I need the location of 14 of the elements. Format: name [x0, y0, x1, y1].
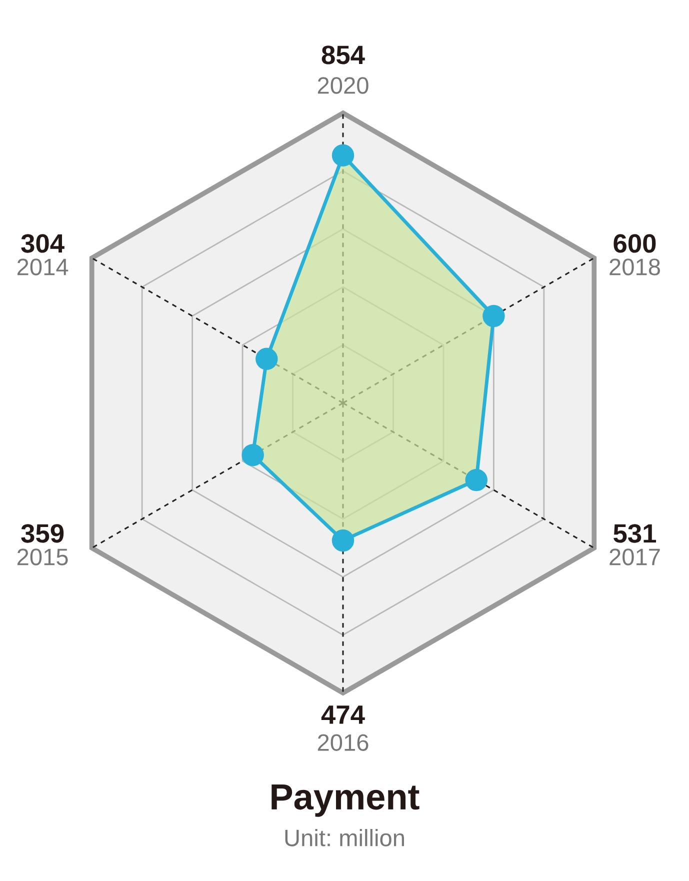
text: 359 [21, 524, 64, 543]
text: 600 [614, 234, 656, 253]
spoke-label: 2015 [17, 548, 68, 566]
spoke-label: 2014 [17, 258, 68, 276]
text: 304 [21, 234, 64, 253]
text: Payment [272, 784, 420, 817]
text: 474 [321, 706, 365, 724]
text: 531 [614, 524, 656, 543]
spoke-label: 2020 [318, 77, 368, 94]
text: Unit: million [285, 828, 404, 846]
spoke-label: 2018 [610, 258, 660, 276]
spoke-label: 2017 [610, 548, 660, 566]
text: 854 [322, 46, 365, 64]
spoke-label: 2016 [318, 734, 368, 751]
